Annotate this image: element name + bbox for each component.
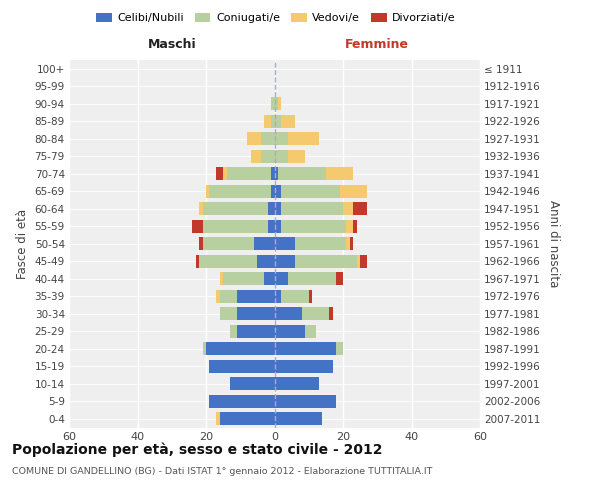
Bar — [237, 290, 275, 303]
Bar — [360, 254, 367, 268]
Bar — [288, 150, 305, 163]
Bar — [220, 412, 275, 426]
Bar — [237, 307, 275, 320]
Bar — [295, 254, 356, 268]
Bar — [251, 150, 261, 163]
Text: COMUNE DI GANDELLINO (BG) - Dati ISTAT 1° gennaio 2012 - Elaborazione TUTTITALIA: COMUNE DI GANDELLINO (BG) - Dati ISTAT 1… — [12, 468, 433, 476]
Bar — [230, 324, 237, 338]
Bar — [223, 272, 264, 285]
Text: Femmine: Femmine — [345, 38, 409, 52]
Bar — [206, 342, 275, 355]
Bar — [275, 377, 319, 390]
Bar — [268, 202, 275, 215]
Bar — [275, 167, 278, 180]
Bar — [346, 237, 350, 250]
Bar — [275, 184, 281, 198]
Bar — [230, 377, 275, 390]
Bar — [275, 114, 281, 128]
Bar — [275, 150, 288, 163]
Bar — [196, 254, 199, 268]
Bar — [281, 290, 309, 303]
Bar — [329, 307, 333, 320]
Bar — [275, 360, 333, 373]
Bar — [350, 237, 353, 250]
Bar — [353, 220, 356, 233]
Bar — [216, 167, 223, 180]
Legend: Celibi/Nubili, Coniugati/e, Vedovi/e, Divorziati/e: Celibi/Nubili, Coniugati/e, Vedovi/e, Di… — [92, 8, 460, 28]
Bar — [216, 290, 220, 303]
Bar — [275, 132, 288, 145]
Bar — [356, 254, 360, 268]
Bar — [295, 237, 346, 250]
Bar — [199, 254, 257, 268]
Bar — [336, 342, 343, 355]
Bar — [275, 272, 288, 285]
Bar — [247, 132, 261, 145]
Bar — [203, 342, 206, 355]
Bar — [261, 132, 275, 145]
Bar — [209, 184, 271, 198]
Bar — [271, 97, 275, 110]
Bar — [353, 202, 367, 215]
Bar — [264, 272, 275, 285]
Y-axis label: Fasce di età: Fasce di età — [16, 208, 29, 279]
Bar — [271, 114, 275, 128]
Bar — [281, 202, 343, 215]
Bar — [340, 184, 367, 198]
Bar — [199, 237, 203, 250]
Bar — [192, 220, 203, 233]
Bar — [203, 237, 254, 250]
Bar — [257, 254, 275, 268]
Bar — [220, 290, 237, 303]
Text: Maschi: Maschi — [148, 38, 196, 52]
Bar — [288, 132, 319, 145]
Bar — [275, 290, 281, 303]
Y-axis label: Anni di nascita: Anni di nascita — [547, 200, 560, 288]
Bar — [220, 272, 223, 285]
Bar — [281, 114, 295, 128]
Bar — [261, 150, 275, 163]
Bar — [237, 324, 275, 338]
Bar — [343, 202, 353, 215]
Bar — [275, 254, 295, 268]
Bar — [227, 167, 271, 180]
Bar — [278, 97, 281, 110]
Bar — [275, 307, 302, 320]
Bar — [288, 272, 336, 285]
Bar — [326, 167, 353, 180]
Bar — [268, 220, 275, 233]
Bar — [278, 167, 326, 180]
Bar — [346, 220, 353, 233]
Text: Popolazione per età, sesso e stato civile - 2012: Popolazione per età, sesso e stato civil… — [12, 442, 383, 457]
Bar — [199, 202, 203, 215]
Bar — [275, 220, 281, 233]
Bar — [305, 324, 316, 338]
Bar — [254, 237, 275, 250]
Bar — [275, 394, 336, 408]
Bar — [264, 114, 271, 128]
Bar — [223, 167, 227, 180]
Bar — [275, 97, 278, 110]
Bar — [203, 202, 268, 215]
Bar — [302, 307, 329, 320]
Bar — [216, 412, 220, 426]
Bar — [281, 184, 340, 198]
Bar — [206, 184, 209, 198]
Bar — [271, 184, 275, 198]
Bar — [220, 307, 237, 320]
Bar — [209, 360, 275, 373]
Bar — [336, 272, 343, 285]
Bar — [309, 290, 312, 303]
Bar — [281, 220, 346, 233]
Bar — [203, 220, 268, 233]
Bar — [275, 237, 295, 250]
Bar — [275, 412, 322, 426]
Bar — [275, 202, 281, 215]
Bar — [275, 324, 305, 338]
Bar — [275, 342, 336, 355]
Bar — [209, 394, 275, 408]
Bar — [271, 167, 275, 180]
